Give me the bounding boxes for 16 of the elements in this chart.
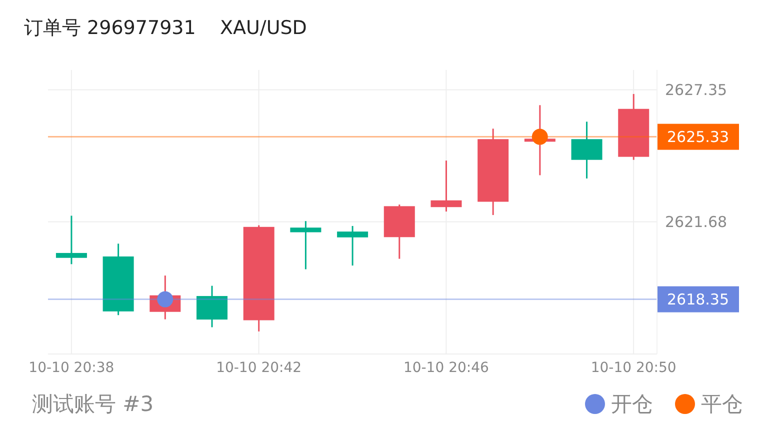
y-tick-label: 2627.35 (665, 81, 728, 100)
x-tick-label: 10-10 20:46 (403, 360, 490, 376)
legend-label: 开仓 (611, 391, 653, 418)
candlestick (337, 225, 368, 266)
text: 测试账号 #3 (32, 392, 154, 416)
legend-label: 平仓 (701, 391, 743, 418)
x-tick-label: 10-10 20:38 (28, 360, 114, 376)
chart-title: 订单号 296977931 XAU/USD (23, 16, 308, 41)
x-tick-label: 10-10 20:50 (590, 360, 676, 376)
candlestick (56, 214, 87, 265)
ref-line-label: 2625.33 (666, 128, 730, 146)
candlestick (290, 220, 322, 270)
x-tick-label: 10-10 20:42 (216, 360, 302, 376)
ref-line-label: 2618.35 (666, 290, 730, 308)
candlestick (430, 160, 462, 212)
y-tick-label: 2621.68 (665, 213, 728, 232)
